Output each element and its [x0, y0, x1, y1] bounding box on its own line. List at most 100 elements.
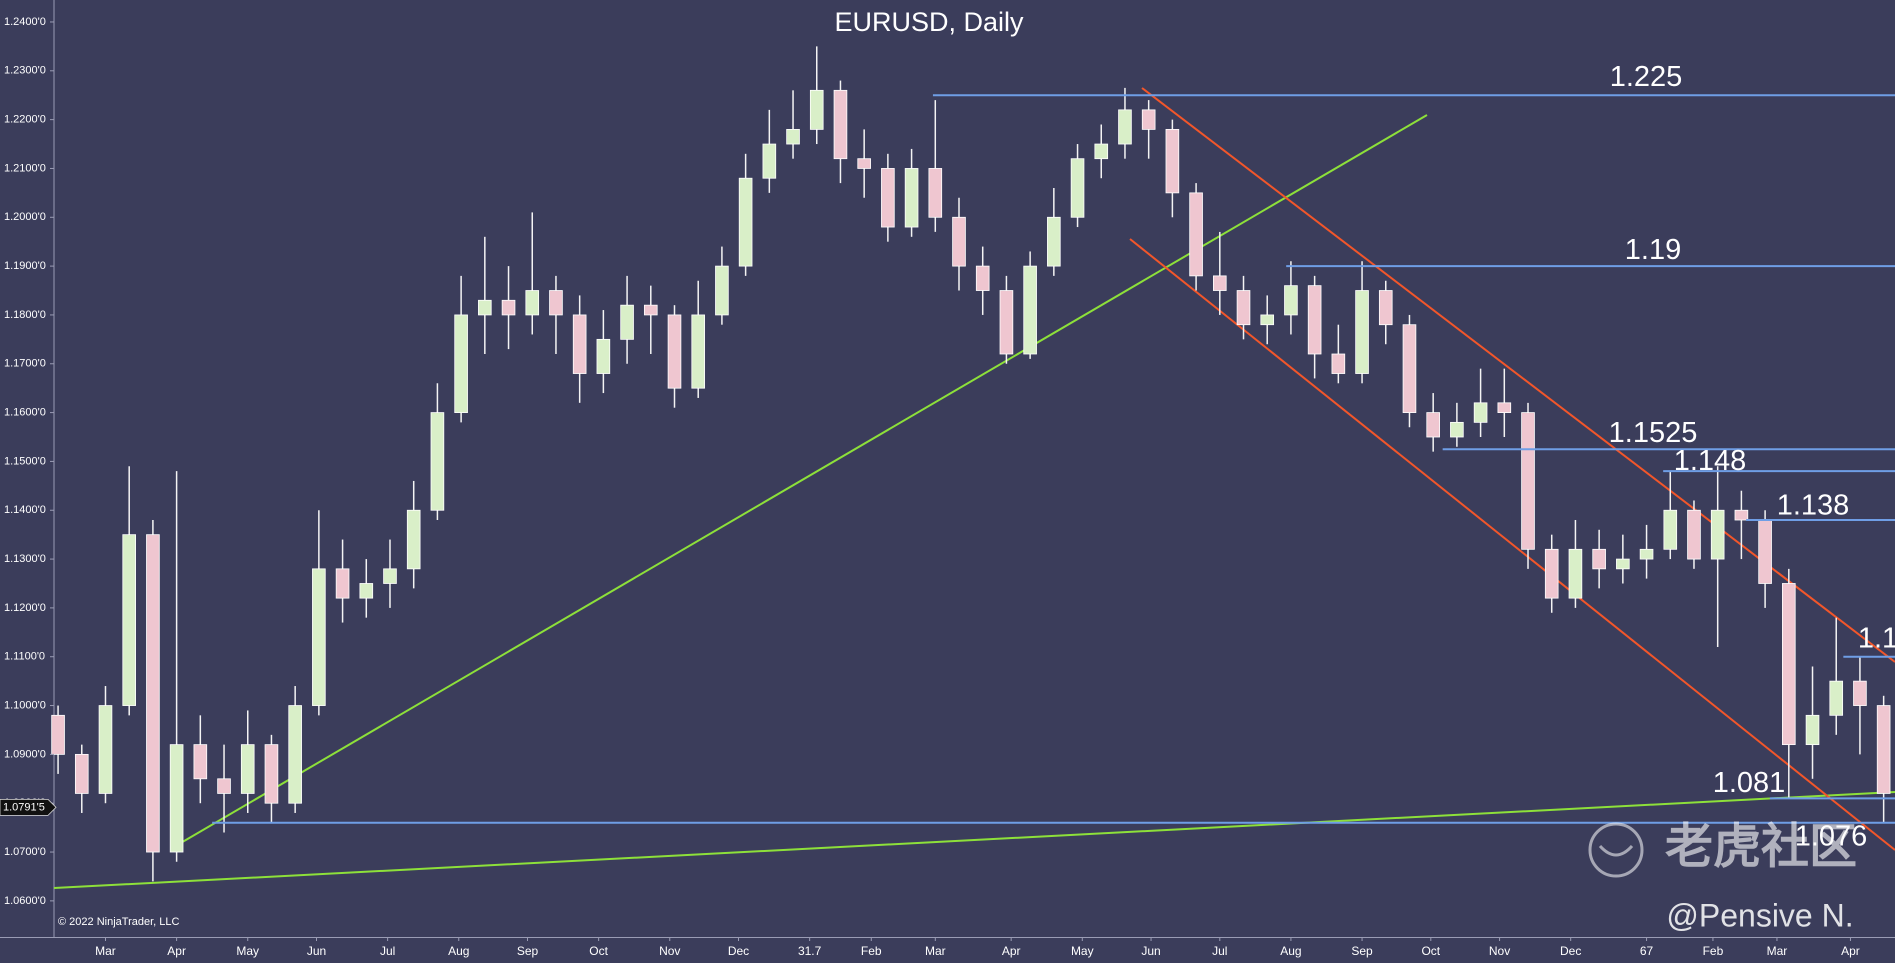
- level-label: 1.148: [1674, 445, 1747, 477]
- x-tick-label: Aug: [1280, 944, 1301, 958]
- candle-body: [1023, 265, 1037, 355]
- copyright: © 2022 NinjaTrader, LLC: [58, 916, 179, 928]
- x-tick-label: 31.7: [798, 944, 822, 958]
- x-tick-label: Jul: [1212, 944, 1227, 958]
- x-tick-label: Jun: [1141, 944, 1160, 958]
- y-tick-label: 1.1700'0: [4, 358, 46, 370]
- candle-body: [122, 534, 136, 706]
- candle-body: [169, 744, 184, 853]
- candle-body: [1189, 192, 1203, 277]
- candle-body: [383, 568, 397, 584]
- candle-body: [928, 168, 943, 218]
- candle-body: [549, 290, 563, 316]
- level-label: 1.076: [1795, 820, 1868, 852]
- x-tick-label: Mar: [925, 944, 946, 958]
- candle-body: [193, 744, 208, 780]
- candle-body: [1260, 314, 1275, 326]
- trend-line: [178, 114, 1428, 845]
- candle-body: [74, 753, 89, 794]
- y-tick-label: 1.1100'0: [4, 651, 45, 663]
- candle-body: [620, 304, 634, 340]
- candle-body: [667, 314, 682, 389]
- y-tick-label: 1.1800'0: [4, 309, 46, 321]
- candle-body: [1592, 548, 1606, 570]
- candle-body: [240, 744, 255, 794]
- candle-body: [809, 89, 824, 130]
- x-tick-label: Dec: [728, 944, 749, 958]
- candle-body: [1070, 158, 1085, 218]
- candle-body: [1331, 353, 1346, 374]
- candle-body: [1853, 680, 1867, 706]
- x-tick-label: Apr: [1002, 944, 1021, 958]
- candle-body: [1450, 421, 1464, 438]
- x-tick-label: Nov: [659, 944, 680, 958]
- candle-body: [1805, 714, 1820, 746]
- candle-body: [857, 158, 871, 169]
- x-tick-label: Mar: [95, 944, 116, 958]
- candle-body: [1355, 290, 1369, 374]
- x-tick-label: Aug: [448, 944, 469, 958]
- candle-body: [430, 412, 445, 511]
- candle-body: [1118, 109, 1132, 145]
- x-tick-label: Feb: [861, 944, 882, 958]
- candle-body: [217, 778, 231, 794]
- candle-body: [786, 128, 800, 145]
- watermark-logo: [1588, 822, 1644, 878]
- level-label: 1.081: [1713, 767, 1786, 799]
- y-tick-label: 1.0900'0: [4, 748, 46, 760]
- x-tick-label: Jun: [307, 944, 326, 958]
- level-label: 1.11: [1858, 622, 1895, 654]
- watermark: 老虎社区: [1665, 821, 1857, 874]
- candle-body: [406, 509, 421, 570]
- candle-body: [501, 299, 516, 316]
- y-tick-label: 1.2000'0: [4, 211, 46, 223]
- y-tick-label: 1.2100'0: [4, 162, 46, 174]
- y-tick-label: 1.1000'0: [4, 699, 46, 711]
- candle-body: [1378, 290, 1393, 326]
- candle-body: [454, 314, 468, 413]
- candle-body: [904, 168, 919, 228]
- chart-title: EURUSD, Daily: [834, 7, 1024, 37]
- x-tick-label: Dec: [1560, 944, 1581, 958]
- candle-body: [264, 744, 279, 804]
- x-tick-label: Apr: [167, 944, 186, 958]
- level-label: 1.225: [1610, 61, 1683, 93]
- candle-body: [1094, 143, 1109, 160]
- x-tick-label: Nov: [1489, 944, 1510, 958]
- y-tick-label: 1.1500'0: [4, 455, 46, 467]
- candle-body: [952, 216, 966, 267]
- y-tick-label: 1.0600'0: [4, 895, 46, 907]
- x-tick-label: Oct: [589, 944, 608, 958]
- candle-body: [1829, 680, 1844, 716]
- x-tick-label: Oct: [1421, 944, 1440, 958]
- trend-line: [1129, 238, 1895, 851]
- candle-body: [1402, 324, 1417, 413]
- candle-body: [715, 265, 729, 316]
- candle-body: [1876, 705, 1891, 794]
- candle-body: [478, 299, 492, 316]
- y-tick-label: 1.0700'0: [4, 846, 46, 858]
- candle-body: [1284, 285, 1298, 316]
- candle-body: [1616, 558, 1630, 570]
- last-price-label: 1.0791'5: [3, 801, 45, 813]
- candle-body: [359, 583, 374, 599]
- x-tick-label: May: [1071, 944, 1094, 958]
- candle-body: [1687, 509, 1701, 560]
- candle-body: [1473, 402, 1488, 423]
- x-tick-label: 67: [1640, 944, 1654, 958]
- candle-body: [1426, 412, 1440, 438]
- x-tick-label: Mar: [1767, 944, 1788, 958]
- candle-body: [975, 265, 990, 291]
- candle-body: [525, 290, 540, 316]
- last-price-tag: [0, 798, 57, 816]
- candle-body: [833, 89, 848, 160]
- candle-body: [98, 705, 113, 794]
- y-tick-label: 1.1900'0: [4, 260, 46, 272]
- x-tick-label: Apr: [1841, 944, 1860, 958]
- level-label: 1.1525: [1609, 417, 1698, 449]
- candle-body: [288, 705, 302, 804]
- x-tick-label: Sep: [1351, 944, 1373, 958]
- level-label: 1.138: [1777, 490, 1850, 522]
